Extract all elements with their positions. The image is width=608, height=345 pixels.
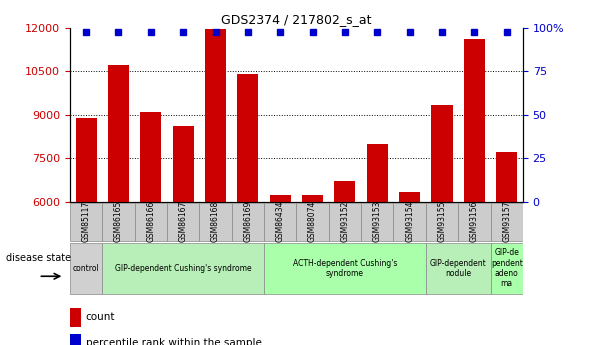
Text: GSM86165: GSM86165 — [114, 201, 123, 242]
Text: disease state: disease state — [6, 253, 71, 263]
Bar — [302, 195, 323, 202]
Text: GSM86168: GSM86168 — [211, 201, 220, 242]
Bar — [399, 192, 420, 202]
FancyBboxPatch shape — [426, 243, 491, 294]
Title: GDS2374 / 217802_s_at: GDS2374 / 217802_s_at — [221, 13, 371, 27]
FancyBboxPatch shape — [361, 203, 393, 241]
Text: GSM93156: GSM93156 — [470, 201, 479, 243]
Bar — [75, 118, 97, 202]
FancyBboxPatch shape — [264, 243, 426, 294]
Text: GSM86166: GSM86166 — [147, 201, 155, 242]
Text: GIP-de
pendent
adeno
ma: GIP-de pendent adeno ma — [491, 248, 523, 288]
Text: GSM86167: GSM86167 — [179, 201, 188, 242]
FancyBboxPatch shape — [458, 203, 491, 241]
Bar — [108, 65, 129, 202]
Text: GSM93157: GSM93157 — [502, 201, 511, 243]
FancyBboxPatch shape — [426, 203, 458, 241]
FancyBboxPatch shape — [70, 243, 102, 294]
FancyBboxPatch shape — [232, 203, 264, 241]
FancyBboxPatch shape — [167, 203, 199, 241]
FancyBboxPatch shape — [296, 203, 329, 241]
Bar — [205, 29, 226, 202]
Text: ACTH-dependent Cushing's
syndrome: ACTH-dependent Cushing's syndrome — [292, 258, 397, 278]
Bar — [237, 74, 258, 202]
Bar — [334, 181, 356, 202]
FancyBboxPatch shape — [199, 203, 232, 241]
Text: GIP-dependent
nodule: GIP-dependent nodule — [430, 258, 486, 278]
Bar — [464, 39, 485, 202]
Bar — [367, 144, 388, 202]
Bar — [70, 334, 81, 345]
FancyBboxPatch shape — [102, 243, 264, 294]
Text: GSM93155: GSM93155 — [438, 201, 446, 243]
Text: GSM93154: GSM93154 — [405, 201, 414, 243]
Bar — [70, 308, 81, 327]
Text: GSM93152: GSM93152 — [340, 201, 350, 242]
Bar — [496, 152, 517, 202]
Text: GSM85117: GSM85117 — [81, 201, 91, 242]
Text: GSM93153: GSM93153 — [373, 201, 382, 243]
Bar — [173, 126, 194, 202]
FancyBboxPatch shape — [393, 203, 426, 241]
Text: percentile rank within the sample: percentile rank within the sample — [86, 338, 261, 345]
Bar — [140, 112, 161, 202]
Text: count: count — [86, 312, 116, 322]
FancyBboxPatch shape — [134, 203, 167, 241]
FancyBboxPatch shape — [102, 203, 134, 241]
FancyBboxPatch shape — [264, 203, 296, 241]
FancyBboxPatch shape — [329, 203, 361, 241]
Bar — [270, 195, 291, 202]
Text: GSM86169: GSM86169 — [243, 201, 252, 242]
Text: GSM88074: GSM88074 — [308, 201, 317, 242]
FancyBboxPatch shape — [70, 203, 102, 241]
Bar — [432, 105, 452, 202]
FancyBboxPatch shape — [491, 203, 523, 241]
FancyBboxPatch shape — [491, 243, 523, 294]
Text: GSM86434: GSM86434 — [275, 201, 285, 243]
Text: GIP-dependent Cushing's syndrome: GIP-dependent Cushing's syndrome — [115, 264, 252, 273]
Text: control: control — [73, 264, 100, 273]
